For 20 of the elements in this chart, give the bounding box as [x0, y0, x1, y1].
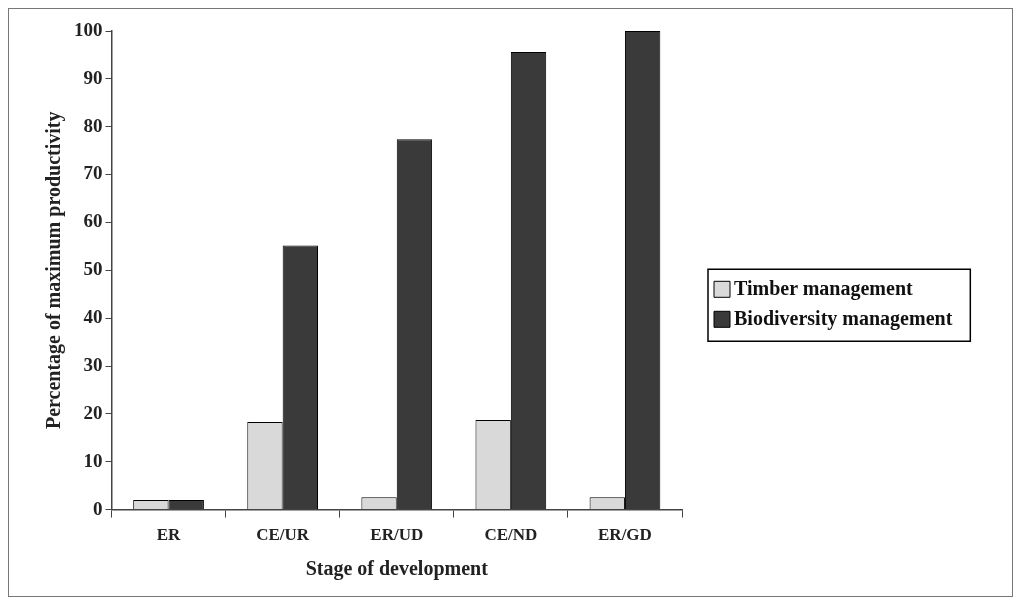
legend-label: Timber management	[734, 277, 914, 301]
y-tick-label: 100	[74, 18, 103, 40]
legend-label: Biodiversity management	[734, 307, 953, 331]
x-tick-label: ER/GD	[598, 525, 652, 545]
x-tick-label: CE/ND	[484, 525, 538, 545]
x-axis-title: Stage of development	[305, 557, 489, 581]
y-tick-label: 30	[83, 353, 103, 375]
y-tick-label: 10	[83, 449, 103, 471]
y-tick-label: 80	[83, 114, 103, 136]
y-tick-label: 20	[83, 401, 103, 423]
y-tick-label: 40	[83, 306, 103, 328]
y-tick-label: 50	[83, 258, 103, 280]
x-tick-label: ER/UD	[370, 525, 424, 545]
y-tick-label: 70	[83, 162, 103, 184]
y-axis-title: Percentage of maximum productivity	[42, 111, 66, 430]
x-tick-label: ER	[156, 525, 182, 545]
y-tick-label: 90	[83, 66, 103, 88]
y-tick-label: 0	[93, 497, 103, 519]
x-tick-label: CE/UR	[256, 525, 310, 545]
y-tick-label: 60	[83, 210, 103, 232]
